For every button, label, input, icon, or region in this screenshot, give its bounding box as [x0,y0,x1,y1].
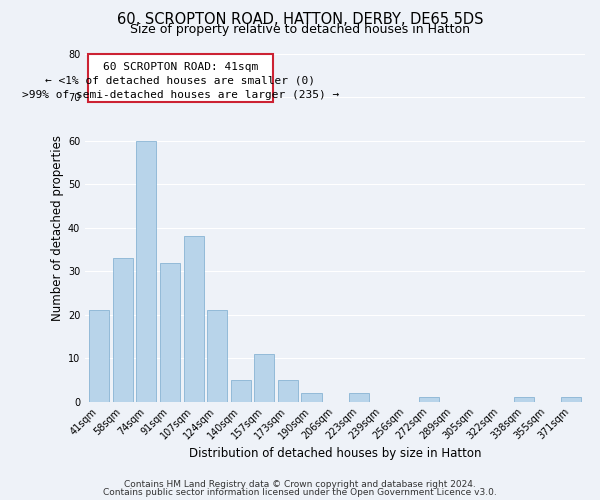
Text: 60 SCROPTON ROAD: 41sqm: 60 SCROPTON ROAD: 41sqm [103,62,258,72]
Bar [254,354,274,402]
Bar [301,393,322,402]
Bar [89,310,109,402]
Bar [419,397,439,402]
Text: ← <1% of detached houses are smaller (0): ← <1% of detached houses are smaller (0) [45,76,315,86]
X-axis label: Distribution of detached houses by size in Hatton: Distribution of detached houses by size … [189,447,481,460]
Bar [278,380,298,402]
Text: Contains HM Land Registry data © Crown copyright and database right 2024.: Contains HM Land Registry data © Crown c… [124,480,476,489]
Bar [207,310,227,402]
Text: 60, SCROPTON ROAD, HATTON, DERBY, DE65 5DS: 60, SCROPTON ROAD, HATTON, DERBY, DE65 5… [117,12,483,28]
FancyBboxPatch shape [88,54,272,102]
Bar [514,397,534,402]
Bar [136,141,157,402]
Bar [113,258,133,402]
Bar [184,236,203,402]
Bar [561,397,581,402]
Bar [231,380,251,402]
Text: >99% of semi-detached houses are larger (235) →: >99% of semi-detached houses are larger … [22,90,339,100]
Y-axis label: Number of detached properties: Number of detached properties [51,135,64,321]
Bar [160,262,180,402]
Text: Size of property relative to detached houses in Hatton: Size of property relative to detached ho… [130,22,470,36]
Bar [349,393,368,402]
Text: Contains public sector information licensed under the Open Government Licence v3: Contains public sector information licen… [103,488,497,497]
